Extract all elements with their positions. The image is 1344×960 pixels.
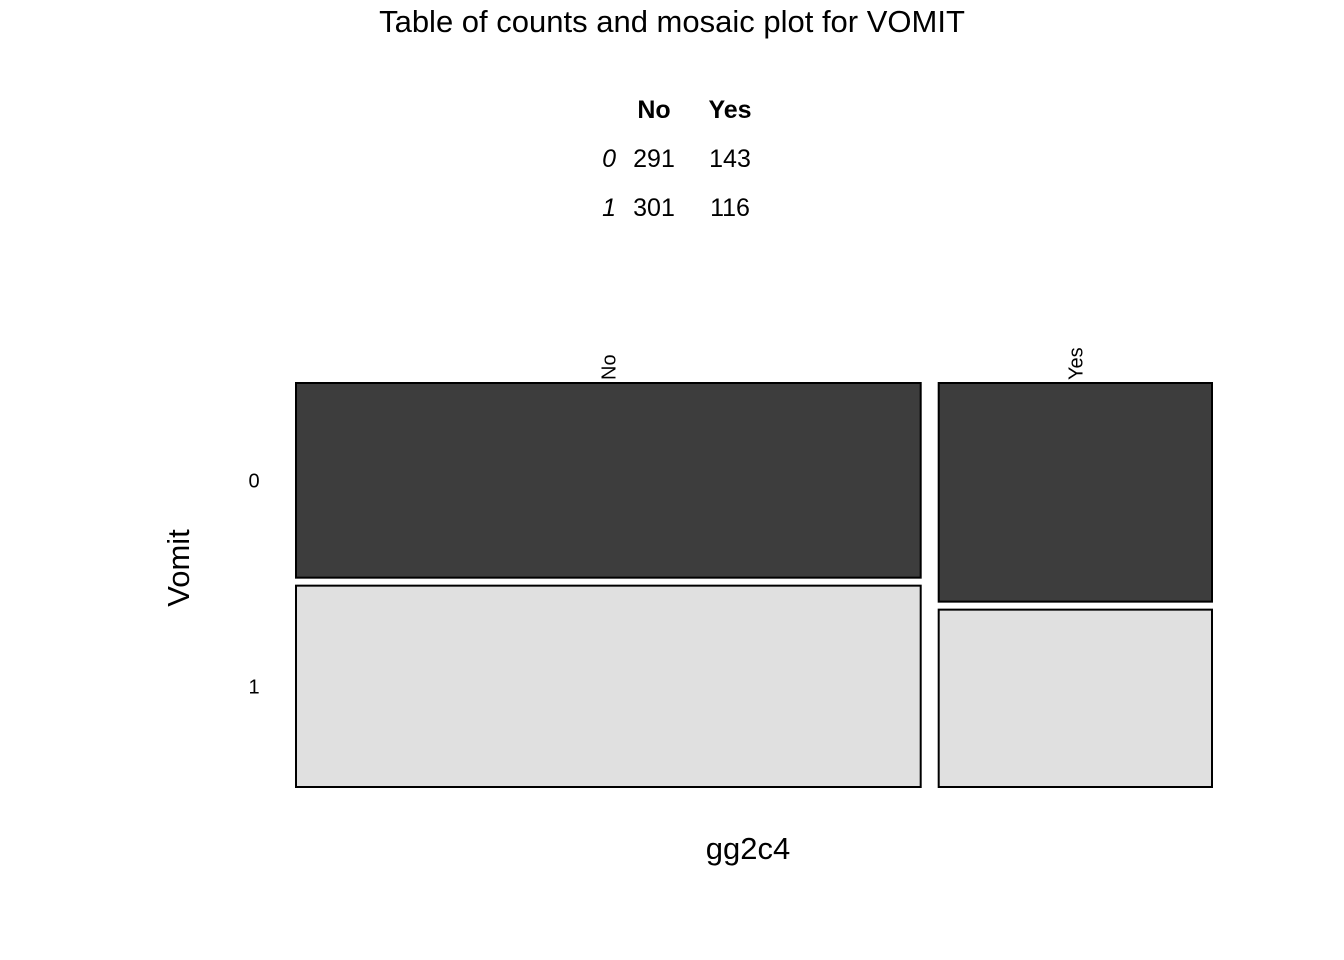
x-tick-label: Yes (1065, 347, 1087, 380)
mosaic-tile-yes-1 (937, 608, 1214, 788)
table-cell: 301 (633, 194, 675, 222)
counts-table: No Yes 0 291 143 1 301 116 (590, 86, 768, 233)
table-row: 0 291 143 (590, 135, 768, 184)
x-tick-label: No (598, 354, 620, 380)
table-cell: 291 (633, 145, 675, 173)
table-cell: 143 (709, 145, 751, 173)
table-cell: 116 (710, 194, 750, 222)
mosaic-tile-no-1 (295, 584, 922, 788)
table-row-label: 1 (602, 194, 616, 222)
mosaic-tile-yes-0 (937, 382, 1214, 603)
y-tick-label: 1 (248, 676, 259, 698)
table-header-no: No (637, 96, 671, 124)
table-row: 1 301 116 (590, 184, 768, 233)
y-axis-label: Vomit (161, 529, 196, 607)
chart-title: Table of counts and mosaic plot for VOMI… (379, 4, 965, 39)
x-axis-label: gg2c4 (706, 831, 790, 866)
y-tick-label: 0 (248, 470, 259, 492)
table-header-row: No Yes (590, 86, 768, 135)
table-header-yes: Yes (708, 96, 752, 124)
mosaic-tile-no-0 (295, 382, 922, 579)
table-row-label: 0 (602, 145, 616, 173)
